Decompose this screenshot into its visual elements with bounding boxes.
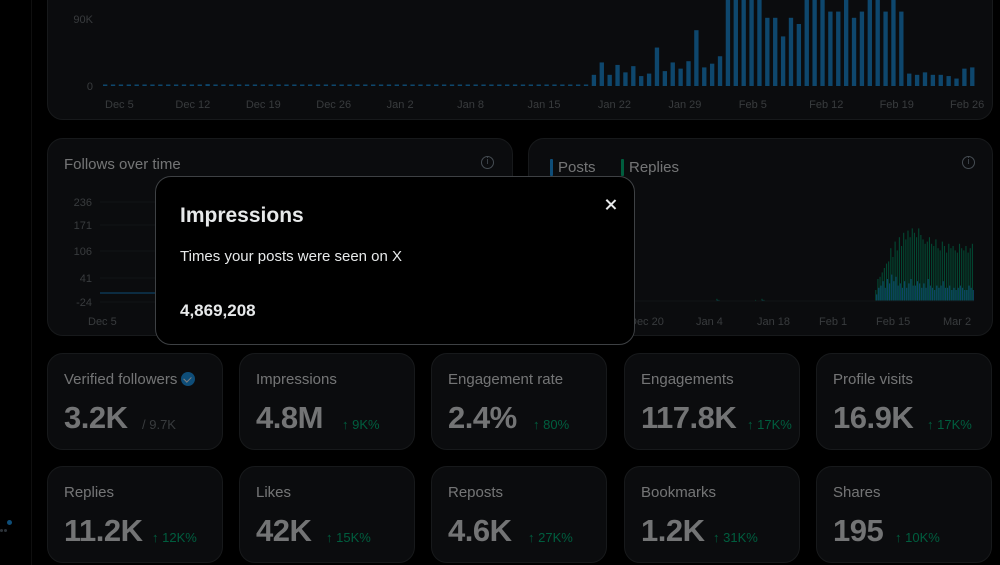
dialog-description: Times your posts were seen on X [180, 248, 403, 265]
impressions-info-dialog: Impressions Times your posts were seen o… [155, 176, 635, 345]
close-icon[interactable] [599, 193, 623, 217]
dialog-title: Impressions [180, 204, 304, 227]
dialog-value: 4,869,208 [180, 301, 256, 320]
